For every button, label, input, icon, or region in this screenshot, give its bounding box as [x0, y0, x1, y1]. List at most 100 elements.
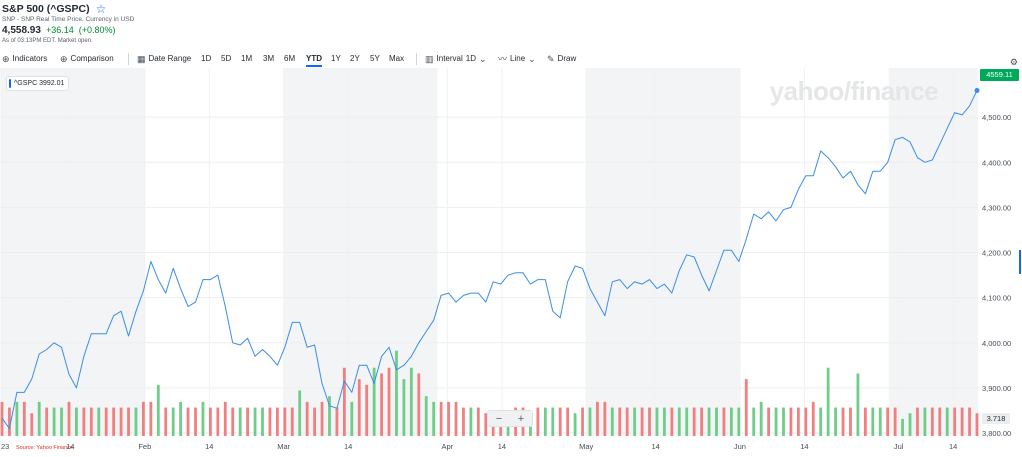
- series-legend[interactable]: ^GSPC 3992.01: [6, 76, 70, 91]
- volume-bar: [171, 407, 175, 436]
- range-1m[interactable]: 1M: [241, 54, 253, 63]
- volume-bar: [610, 407, 614, 436]
- interval-label: Interval: [436, 54, 463, 63]
- zoom-in-button[interactable]: +: [517, 412, 525, 425]
- volume-bar: [901, 418, 904, 436]
- volume-bar: [15, 401, 19, 436]
- y-tick-label: 4,300.00: [982, 203, 1011, 212]
- price-change-pct: (+0.80%): [78, 25, 116, 35]
- volume-bar: [290, 407, 294, 436]
- y-tick-label: 4,400.00: [982, 158, 1011, 167]
- range-ytd[interactable]: YTD: [306, 51, 322, 67]
- volume-bar: [328, 396, 331, 436]
- price-change: +36.14: [45, 25, 74, 35]
- volume-bar: [342, 367, 346, 436]
- volume-bar: [275, 407, 279, 436]
- x-tick-label: Mar: [277, 442, 290, 451]
- volume-bar: [648, 407, 651, 436]
- volume-bar: [930, 407, 934, 436]
- volume-bar: [194, 407, 197, 436]
- range-6m[interactable]: 6M: [284, 54, 296, 63]
- zoom-out-button[interactable]: −: [495, 412, 503, 425]
- volume-bar: [417, 373, 421, 436]
- volume-bar: [878, 407, 882, 436]
- volume-bar: [581, 407, 584, 436]
- volume-bar: [655, 407, 659, 436]
- range-3m[interactable]: 3M: [263, 54, 275, 63]
- draw-label: Draw: [557, 54, 577, 63]
- line-type-button[interactable]: 〰 Line ⌄: [498, 51, 536, 67]
- draw-button[interactable]: ✎ Draw: [547, 51, 576, 67]
- indicators-button[interactable]: ⊕ Indicators: [2, 51, 47, 67]
- volume-bar: [246, 407, 250, 436]
- volume-bar: [685, 407, 689, 436]
- candle-icon: ▥: [425, 54, 434, 64]
- volume-bar: [640, 407, 644, 436]
- volume-bar: [156, 384, 160, 436]
- volume-bar: [253, 407, 257, 436]
- quote-header: S&P 500 (^GSPC) ☆ SNP - SNP Real Time Pr…: [0, 0, 1022, 48]
- gear-icon[interactable]: ⚙: [1009, 57, 1018, 67]
- range-max[interactable]: Max: [389, 54, 405, 63]
- volume-bar: [767, 407, 771, 436]
- volume-bar: [223, 401, 227, 436]
- range-1d[interactable]: 1D: [201, 54, 212, 63]
- volume-bar: [231, 407, 235, 436]
- quote-title: S&P 500 (^GSPC): [2, 3, 90, 15]
- volume-bar: [863, 407, 867, 436]
- volume-bar: [37, 401, 41, 436]
- date-range-button[interactable]: ▦ Date Range: [137, 51, 191, 67]
- volume-bar: [804, 407, 808, 436]
- volume-bar: [216, 407, 220, 436]
- range-1y[interactable]: 1Y: [331, 54, 341, 63]
- volume-bar: [744, 379, 748, 436]
- date-range-label: Date Range: [148, 54, 192, 63]
- volume-value-label: 3.718: [982, 413, 1010, 424]
- volume-bar: [916, 407, 919, 436]
- star-icon[interactable]: ☆: [95, 2, 107, 16]
- x-tick-label: 14: [205, 442, 213, 451]
- volume-bar: [320, 401, 324, 436]
- range-5y[interactable]: 5Y: [370, 54, 380, 63]
- volume-bar: [432, 401, 436, 436]
- volume-bar: [298, 390, 302, 436]
- volume-bar: [261, 407, 264, 436]
- x-tick-label: 14: [66, 442, 74, 451]
- volume-bar: [596, 401, 599, 436]
- quote-subtitle: SNP - SNP Real Time Price. Currency in U…: [2, 16, 135, 23]
- plus-circle-icon: ⊕: [60, 54, 68, 64]
- volume-bar: [208, 407, 212, 436]
- volume-bar: [543, 407, 547, 436]
- volume-bar: [975, 413, 979, 436]
- volume-bar: [923, 407, 927, 436]
- volume-bar: [45, 407, 49, 436]
- volume-bar: [395, 350, 398, 436]
- volume-bar: [380, 373, 383, 436]
- comparison-button[interactable]: ⊕ Comparison: [60, 51, 114, 67]
- toolbar-divider: [128, 53, 129, 65]
- volume-bar: [127, 407, 130, 436]
- volume-bar: [424, 396, 428, 436]
- y-tick-label: 3,900.00: [982, 384, 1011, 393]
- volume-bar: [75, 407, 78, 436]
- volume-bar: [82, 407, 86, 436]
- watermark: yahoo/finance: [770, 76, 938, 106]
- range-5d[interactable]: 5D: [221, 54, 232, 63]
- comparison-label: Comparison: [70, 54, 114, 63]
- volume-bar: [782, 407, 785, 436]
- volume-bar: [625, 407, 629, 436]
- range-2y[interactable]: 2Y: [350, 54, 360, 63]
- y-axis: 3,800.00 3,900.00 4,000.00 4,100.00 4,200.00…: [982, 113, 1011, 438]
- scroll-handle[interactable]: [1019, 250, 1021, 274]
- volume-bar: [886, 407, 890, 436]
- chart-toolbar: ⊕ Indicators ⊕ Comparison ▦ Date Range 1…: [0, 51, 1022, 67]
- x-tick-label: 14: [651, 442, 659, 451]
- volume-bar: [826, 367, 830, 436]
- volume-bar: [953, 407, 957, 436]
- interval-button[interactable]: ▥ Interval 1D ⌄: [425, 51, 487, 67]
- calendar-icon: ▦: [137, 54, 146, 64]
- volume-bar: [789, 407, 793, 436]
- y-tick-label: 4,100.00: [982, 294, 1011, 303]
- x-axis: 23 14 Feb 14 Mar 14 Apr 14 May 14 Jun 14 Jul 14: [1, 442, 957, 451]
